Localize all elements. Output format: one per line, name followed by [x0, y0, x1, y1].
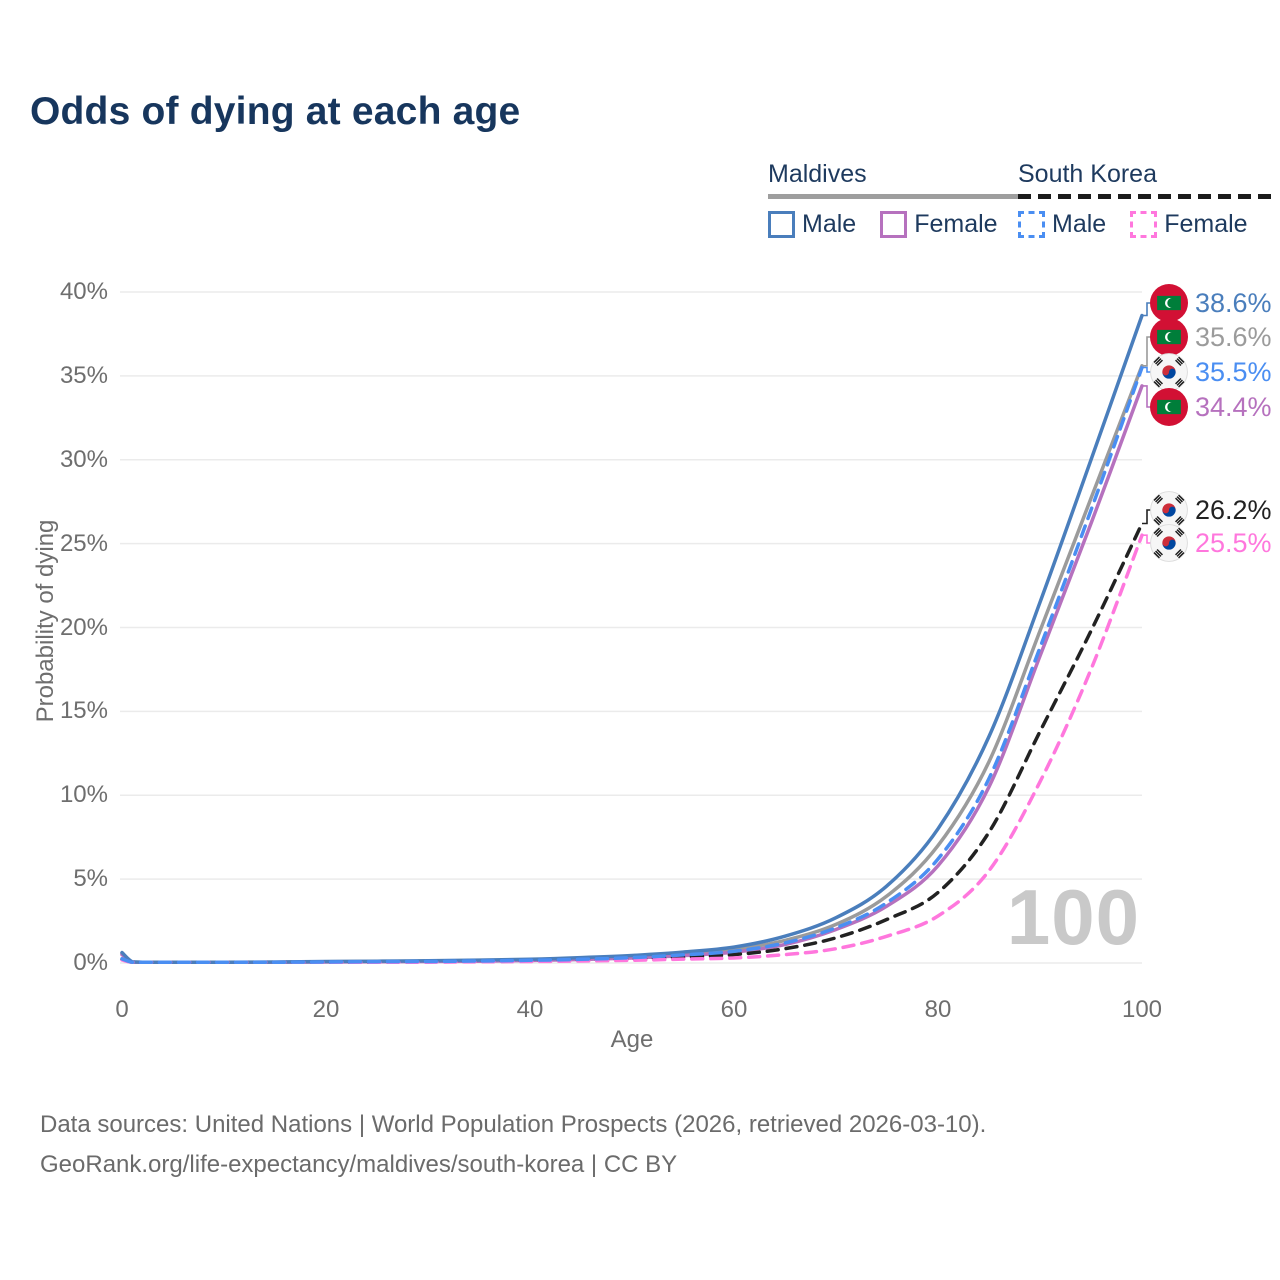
end-label-row: 35.5% — [1150, 353, 1272, 391]
y-tick-label: 0% — [73, 949, 108, 976]
end-label-connector — [1142, 336, 1152, 367]
legend-item-south-korea-female[interactable]: Female — [1130, 210, 1248, 239]
south-korea-flag-icon — [1150, 524, 1188, 562]
y-tick-label: 5% — [73, 865, 108, 893]
end-value-label: 35.5% — [1195, 356, 1272, 387]
legend-swatch — [880, 211, 908, 238]
footer: Data sources: United Nations | World Pop… — [40, 1105, 1240, 1185]
end-value-label: 34.4% — [1195, 391, 1272, 422]
end-label-row: 35.6% — [1150, 318, 1272, 356]
legend-item-label: Female — [1164, 210, 1248, 238]
legend-item-label: Male — [802, 210, 857, 238]
watermark-age-label: 100 — [1006, 873, 1140, 961]
end-label-connector — [1142, 366, 1152, 373]
end-value-label: 25.5% — [1195, 527, 1272, 558]
x-tick-label: 40 — [516, 996, 544, 1023]
y-tick-label: 25% — [59, 529, 108, 557]
end-label-row: 25.5% — [1150, 524, 1272, 562]
x-tick-label: 100 — [1121, 996, 1163, 1023]
y-tick-label: 20% — [59, 613, 108, 641]
legend-group-title: South Korea — [1018, 160, 1157, 188]
south-korea-flag-icon — [1150, 353, 1188, 391]
end-label-row: 38.6% — [1150, 284, 1272, 322]
series-line-south-korea-male[interactable] — [120, 365, 1144, 964]
y-tick-label: 10% — [59, 781, 108, 809]
x-axis-title: Age — [610, 1026, 654, 1053]
legend-item-south-korea-male[interactable]: Male — [1018, 210, 1106, 239]
legend-group-title: Maldives — [768, 160, 867, 188]
legend-swatch — [1130, 211, 1158, 238]
maldives-flag-icon — [1150, 318, 1188, 356]
legend-item-label: Female — [914, 210, 998, 238]
legend-item-maldives-male[interactable]: Male — [768, 210, 856, 239]
legend-swatch — [1018, 211, 1045, 238]
series-line-maldives-male[interactable] — [120, 313, 1144, 964]
maldives-flag-icon — [1150, 388, 1188, 426]
end-label-row: 26.2% — [1150, 491, 1272, 529]
page-title: Odds of dying at each age — [30, 90, 521, 133]
end-label-connector — [1142, 509, 1152, 525]
end-label-row: 34.4% — [1150, 388, 1272, 426]
y-tick-label: 15% — [59, 697, 108, 725]
legend-item-label: Male — [1052, 210, 1107, 238]
y-tick-label: 30% — [59, 445, 108, 473]
legend-item-maldives-female[interactable]: Female — [880, 210, 998, 239]
legend-swatch — [768, 211, 795, 238]
end-label-connector — [1142, 385, 1152, 408]
x-tick-label: 60 — [720, 996, 748, 1023]
x-tick-label: 20 — [312, 996, 340, 1023]
maldives-flag-icon — [1150, 284, 1188, 322]
end-label-connector — [1142, 302, 1152, 317]
y-tick-label: 40% — [59, 278, 108, 305]
end-label-connector — [1142, 534, 1152, 544]
footer-url: GeoRank.org/life-expectancy/maldives/sou… — [40, 1151, 678, 1178]
x-tick-label: 80 — [924, 996, 952, 1023]
y-tick-label: 35% — [59, 361, 108, 389]
end-value-label: 26.2% — [1195, 494, 1272, 525]
end-value-label: 35.6% — [1195, 321, 1272, 352]
south-korea-flag-icon — [1150, 491, 1188, 529]
end-value-label: 38.6% — [1195, 287, 1272, 318]
footer-data-sources: Data sources: United Nations | World Pop… — [40, 1111, 987, 1138]
x-tick-label: 0 — [115, 996, 129, 1023]
legend-group-south-korea: South Korea Male Female — [1018, 160, 1272, 239]
legend-group-line-sample — [768, 194, 1022, 199]
legend-group-maldives: Maldives Male Female — [768, 160, 1022, 239]
y-axis-title: Probability of dying — [32, 519, 59, 723]
legend-group-line-sample — [1018, 194, 1272, 199]
